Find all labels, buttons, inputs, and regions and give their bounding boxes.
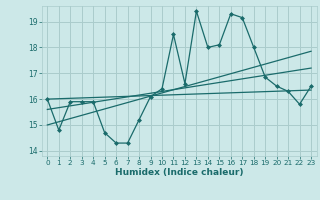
X-axis label: Humidex (Indice chaleur): Humidex (Indice chaleur) — [115, 168, 244, 177]
